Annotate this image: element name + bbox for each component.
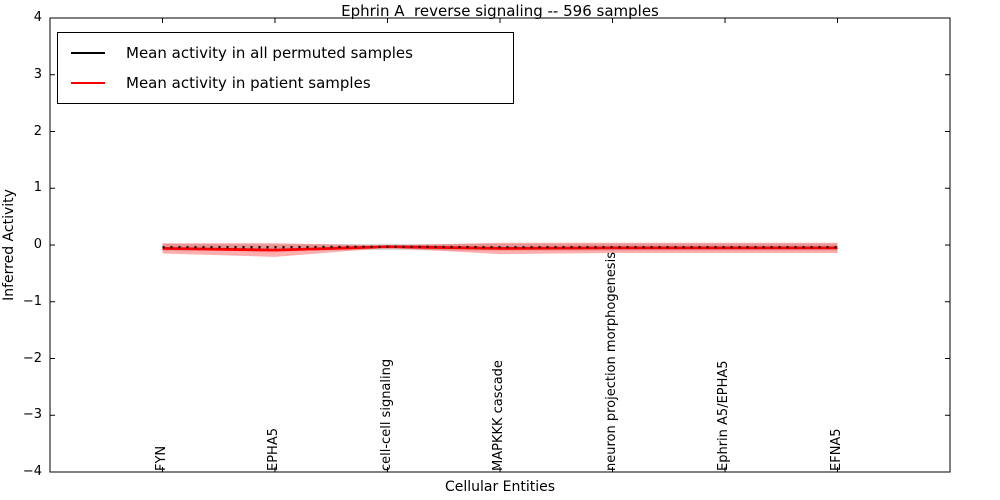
y-tick-label: −1 xyxy=(22,293,42,309)
x-tick-label: FYN xyxy=(153,445,169,471)
legend: Mean activity in all permuted samples Me… xyxy=(57,32,514,104)
x-tick-label: MAPKKK cascade xyxy=(491,360,506,471)
legend-label-patient: Mean activity in patient samples xyxy=(126,74,371,92)
x-tick-label: neuron projection morphogenesis xyxy=(603,252,619,471)
x-tick-label: EFNA5 xyxy=(828,428,844,471)
y-tick-label: −4 xyxy=(22,464,42,479)
x-axis-label: Cellular Entities xyxy=(444,479,556,495)
red-line-swatch-icon xyxy=(71,82,105,84)
legend-label-permuted: Mean activity in all permuted samples xyxy=(126,44,413,62)
y-tick-label: −3 xyxy=(22,407,42,423)
y-tick-label: 1 xyxy=(33,180,42,196)
black-line-swatch-icon xyxy=(71,52,105,54)
x-tick-label: EPHA5 xyxy=(266,428,281,471)
y-tick-label: 0 xyxy=(33,237,42,252)
patient-mean-line xyxy=(162,245,838,252)
permuted-mean-line xyxy=(162,245,838,249)
y-tick-label: 4 xyxy=(33,10,42,25)
x-tick-label: cell-cell signaling xyxy=(378,358,394,471)
y-tick-label: 3 xyxy=(33,66,42,82)
y-tick-label: −2 xyxy=(22,350,42,366)
legend-item-permuted: Mean activity in all permuted samples xyxy=(71,38,513,68)
legend-item-patient: Mean activity in patient samples xyxy=(71,68,513,98)
chart-title: Ephrin A reverse signaling -- 596 sample… xyxy=(341,2,659,20)
y-tick-label: 2 xyxy=(33,123,42,139)
x-tick-label: Ephrin A5/EPHA5 xyxy=(716,360,731,471)
